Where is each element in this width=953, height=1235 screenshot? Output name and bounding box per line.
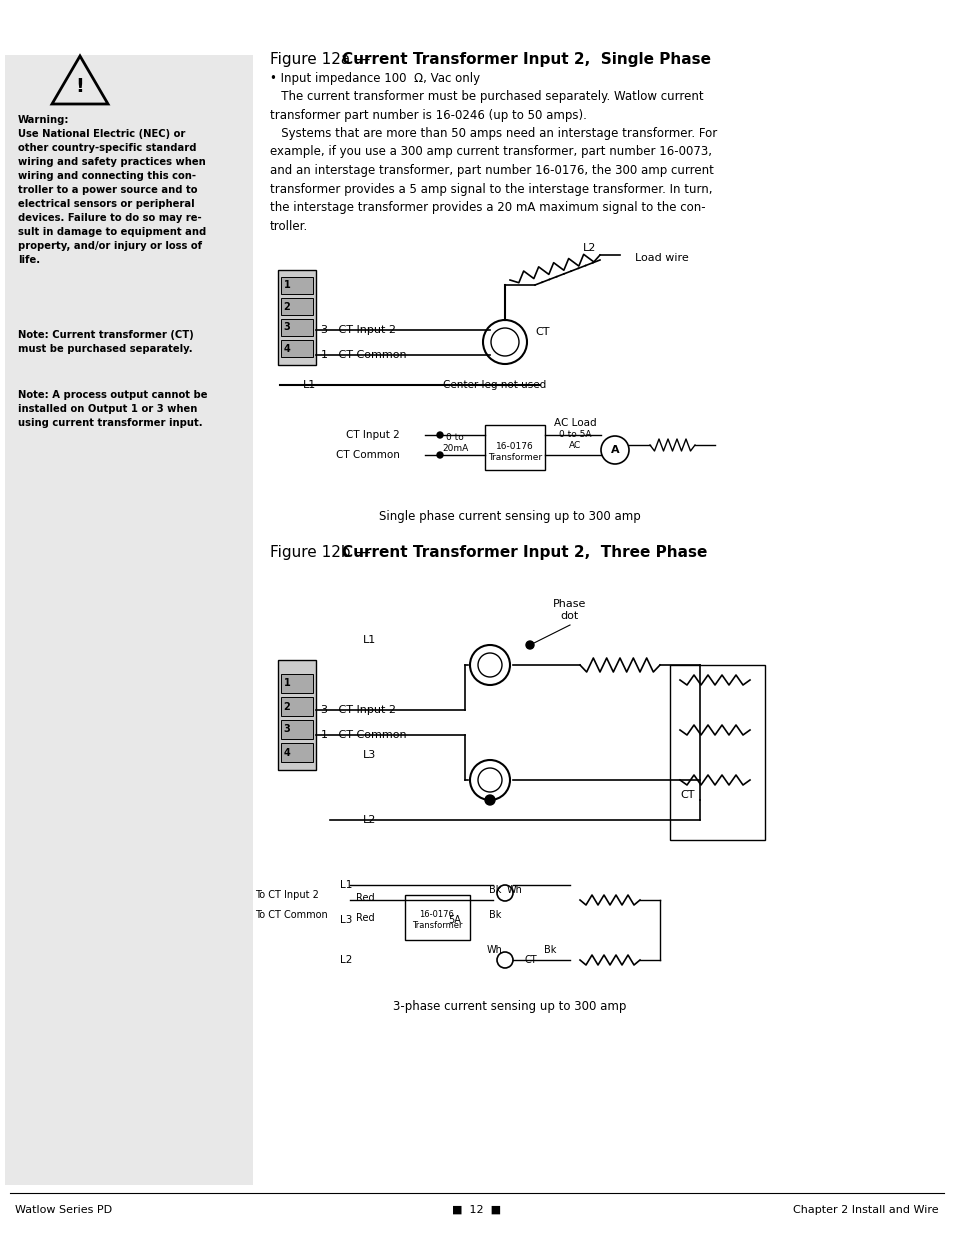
- Bar: [277, 659, 315, 769]
- Text: 3   CT Input 2: 3 CT Input 2: [320, 325, 395, 335]
- Text: CT: CT: [524, 955, 537, 965]
- Text: L3: L3: [339, 915, 352, 925]
- Text: Note: A process output cannot be
installed on Output 1 or 3 when
using current t: Note: A process output cannot be install…: [18, 390, 208, 429]
- Text: Current Transformer Input 2,  Single Phase: Current Transformer Input 2, Single Phas…: [341, 52, 710, 67]
- Bar: [281, 697, 313, 716]
- Text: 3: 3: [283, 725, 290, 735]
- Text: Bk: Bk: [543, 945, 556, 955]
- Bar: [281, 319, 313, 336]
- Bar: [281, 743, 313, 762]
- Text: !: !: [75, 77, 85, 95]
- Text: 0 to
20mA: 0 to 20mA: [441, 433, 468, 453]
- Circle shape: [436, 452, 442, 458]
- Text: 0 to 5A
AC: 0 to 5A AC: [558, 430, 591, 450]
- Text: Bk: Bk: [488, 885, 500, 895]
- Bar: [277, 270, 315, 366]
- Text: 1: 1: [283, 280, 290, 290]
- Text: Wh: Wh: [487, 945, 502, 955]
- Text: 3-phase current sensing up to 300 amp: 3-phase current sensing up to 300 amp: [393, 1000, 626, 1013]
- Text: Watlow Series PD: Watlow Series PD: [15, 1205, 112, 1215]
- Text: Phase
dot: Phase dot: [553, 599, 586, 621]
- Text: 1   CT Common: 1 CT Common: [320, 350, 406, 359]
- Bar: [281, 298, 313, 315]
- Bar: [281, 720, 313, 739]
- Text: Red: Red: [355, 893, 374, 903]
- Text: Note: Current transformer (CT)
must be purchased separately.: Note: Current transformer (CT) must be p…: [18, 330, 193, 354]
- Text: Chapter 2 Install and Wire: Chapter 2 Install and Wire: [793, 1205, 938, 1215]
- Text: Warning:
Use National Electric (NEC) or
other country-specific standard
wiring a: Warning: Use National Electric (NEC) or …: [18, 115, 206, 266]
- Text: Center leg not used: Center leg not used: [443, 380, 546, 390]
- Text: CT: CT: [679, 790, 694, 800]
- Circle shape: [436, 432, 442, 438]
- Text: L1: L1: [363, 635, 376, 645]
- Text: 16-0176
Transformer: 16-0176 Transformer: [412, 910, 462, 930]
- Text: ■  12  ■: ■ 12 ■: [452, 1205, 501, 1215]
- Text: 2: 2: [283, 301, 290, 311]
- Bar: [281, 674, 313, 693]
- Text: 1: 1: [283, 678, 290, 688]
- Text: 4: 4: [283, 343, 290, 353]
- Text: Single phase current sensing up to 300 amp: Single phase current sensing up to 300 a…: [378, 510, 640, 522]
- Text: 16-0176
Transformer: 16-0176 Transformer: [487, 442, 541, 462]
- Text: AC Load: AC Load: [553, 417, 596, 429]
- Text: To CT Common: To CT Common: [254, 910, 328, 920]
- Text: 5A: 5A: [448, 915, 461, 925]
- Text: Wh: Wh: [507, 885, 522, 895]
- Text: L1: L1: [303, 380, 316, 390]
- Bar: [281, 277, 313, 294]
- Circle shape: [484, 795, 495, 805]
- Text: 3: 3: [283, 322, 290, 332]
- Text: A: A: [610, 445, 618, 454]
- Text: 2: 2: [283, 701, 290, 711]
- Bar: [281, 340, 313, 357]
- Text: 1   CT Common: 1 CT Common: [320, 730, 406, 740]
- Text: CT: CT: [535, 327, 549, 337]
- Circle shape: [525, 641, 534, 650]
- Text: Red: Red: [355, 913, 374, 923]
- Text: CT Input 2: CT Input 2: [346, 430, 399, 440]
- Text: 3   CT Input 2: 3 CT Input 2: [320, 705, 395, 715]
- Bar: [405, 895, 470, 940]
- Text: Figure 12a —: Figure 12a —: [270, 52, 375, 67]
- Text: • Input impedance 100  Ω, Vac only: • Input impedance 100 Ω, Vac only: [270, 72, 479, 85]
- Text: Bk: Bk: [488, 910, 500, 920]
- Text: The current transformer must be purchased separately. Watlow current
transformer: The current transformer must be purchase…: [270, 90, 717, 232]
- Text: 20mA: 20mA: [412, 900, 437, 909]
- Bar: [484, 425, 544, 471]
- Bar: [669, 664, 764, 840]
- Text: L3: L3: [363, 750, 376, 760]
- Text: L1: L1: [339, 881, 352, 890]
- Text: L2: L2: [363, 815, 376, 825]
- Text: Figure 12b —: Figure 12b —: [270, 545, 375, 559]
- Text: L2: L2: [339, 955, 352, 965]
- Text: To CT Input 2: To CT Input 2: [254, 890, 318, 900]
- Bar: [5, 56, 253, 1186]
- Text: Current Transformer Input 2,  Three Phase: Current Transformer Input 2, Three Phase: [341, 545, 706, 559]
- Text: CT Common: CT Common: [335, 450, 399, 459]
- Text: Load wire: Load wire: [635, 253, 688, 263]
- Text: 4: 4: [283, 747, 290, 757]
- Text: L2: L2: [582, 243, 596, 253]
